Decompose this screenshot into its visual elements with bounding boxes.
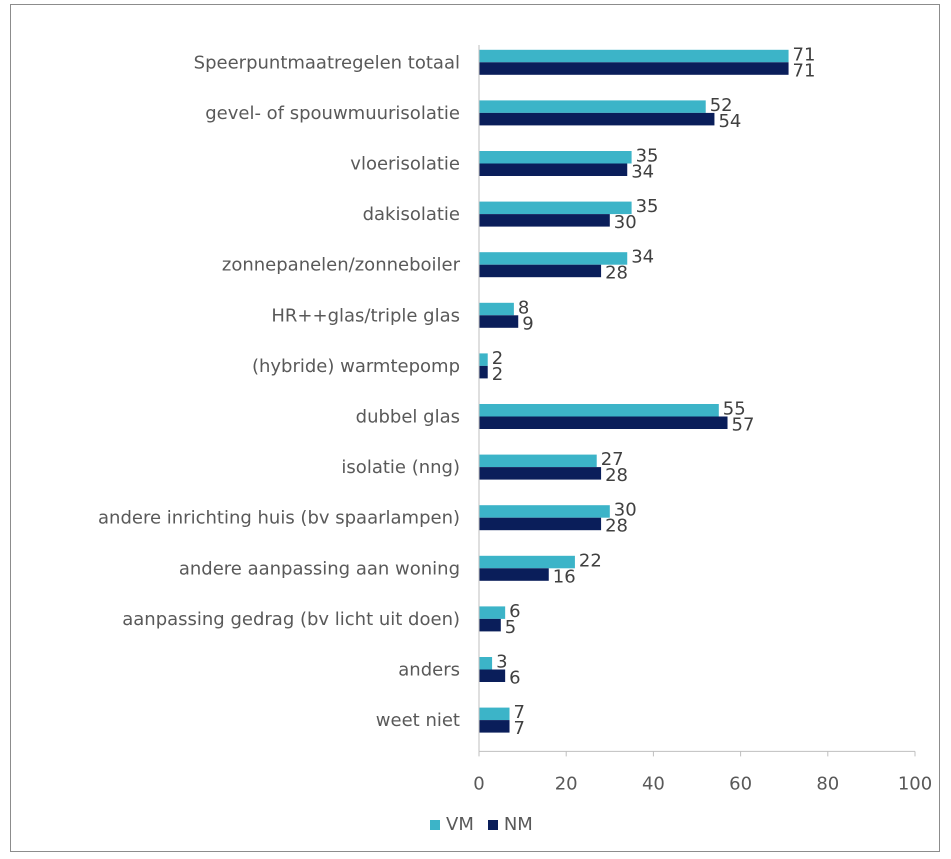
data-label-vm: 34: [631, 247, 654, 268]
category-label: gevel- of spouwmuurisolatie: [205, 103, 460, 124]
category-label: vloerisolatie: [350, 154, 460, 175]
category-label: zonnepanelen/zonneboiler: [222, 255, 461, 276]
bar-vm: [479, 151, 632, 164]
bar-vm: [479, 252, 628, 265]
data-label-vm: 35: [636, 196, 659, 217]
legend: VM NM: [430, 814, 547, 835]
x-tick-label: 80: [816, 773, 839, 794]
data-label-nm: 6: [509, 668, 520, 689]
x-tick-label: 0: [473, 773, 484, 794]
legend-item-nm: NM: [487, 814, 533, 835]
legend-label-vm: VM: [446, 814, 474, 835]
data-label-nm: 57: [732, 415, 755, 436]
bar-nm: [479, 416, 728, 429]
data-label-nm: 28: [605, 465, 628, 486]
bar-vm: [479, 100, 706, 113]
bar-vm: [479, 606, 506, 619]
bar-nm: [479, 720, 510, 733]
x-tick-label: 20: [555, 773, 578, 794]
data-label-nm: 28: [605, 263, 628, 284]
category-label: aanpassing gedrag (bv licht uit doen): [122, 609, 460, 630]
category-label: andere aanpassing aan woning: [179, 558, 460, 579]
category-label: weet niet: [376, 710, 460, 731]
bar-vm: [479, 657, 493, 670]
bar-nm: [479, 365, 488, 379]
bar-vm: [479, 505, 610, 518]
bar-nm: [479, 112, 715, 126]
data-label-vm: 27: [601, 449, 624, 470]
bar-nm: [479, 163, 628, 176]
x-tick-label: 40: [642, 773, 665, 794]
legend-swatch-vm: [430, 819, 440, 830]
bar-nm: [479, 62, 789, 75]
data-label-vm: 6: [509, 601, 520, 622]
legend-swatch-nm: [487, 819, 498, 830]
bar-nm: [479, 669, 506, 682]
category-label: dakisolatie: [363, 204, 460, 225]
data-label-nm: 9: [522, 313, 533, 334]
data-label-nm: 7: [514, 718, 525, 739]
bar-vm: [479, 404, 719, 417]
x-tick-label: 100: [898, 773, 932, 794]
bar-vm: [479, 454, 597, 468]
data-label-vm: 52: [710, 95, 733, 116]
data-label-nm: 54: [718, 111, 741, 132]
bar-nm: [479, 467, 602, 480]
bar-nm: [479, 214, 610, 227]
data-label-vm: 22: [579, 550, 602, 571]
data-label-vm: 30: [614, 500, 637, 521]
bar-nm: [479, 315, 519, 328]
bar-nm: [479, 568, 549, 581]
data-label-nm: 71: [793, 60, 816, 81]
legend-item-vm: VM: [430, 814, 474, 835]
data-label-nm: 30: [614, 212, 637, 233]
chart-frame: [10, 4, 940, 852]
data-label-vm: 71: [793, 44, 816, 65]
category-label: isolatie (nng): [341, 457, 460, 478]
data-label-nm: 5: [505, 617, 516, 638]
data-label-vm: 55: [723, 399, 746, 420]
bar-nm: [479, 264, 602, 278]
category-label: Speerpuntmaatregelen totaal: [194, 52, 460, 73]
bar-vm: [479, 555, 575, 569]
data-label-vm: 35: [636, 146, 659, 167]
bar-vm: [479, 707, 510, 721]
data-label-nm: 28: [605, 516, 628, 537]
data-label-nm: 16: [553, 566, 576, 587]
data-label-nm: 34: [631, 162, 654, 183]
bar-vm: [479, 201, 632, 215]
data-label-nm: 2: [492, 364, 503, 385]
bar-vm: [479, 302, 514, 316]
category-label: HR++glas/triple glas: [271, 305, 460, 326]
x-tick-label: 60: [729, 773, 752, 794]
bar-vm: [479, 49, 789, 63]
data-label-vm: 3: [496, 652, 507, 673]
bar-nm: [479, 618, 501, 632]
bar-nm: [479, 517, 602, 531]
bar-vm: [479, 353, 488, 366]
data-label-vm: 2: [492, 348, 503, 369]
legend-label-nm: NM: [503, 814, 533, 835]
data-label-vm: 8: [518, 297, 529, 318]
category-label: (hybride) warmtepomp: [252, 356, 460, 377]
category-label: anders: [398, 660, 460, 681]
category-label: andere inrichting huis (bv spaarlampen): [98, 508, 460, 529]
data-label-vm: 7: [514, 702, 525, 723]
category-label: dubbel glas: [356, 407, 460, 428]
